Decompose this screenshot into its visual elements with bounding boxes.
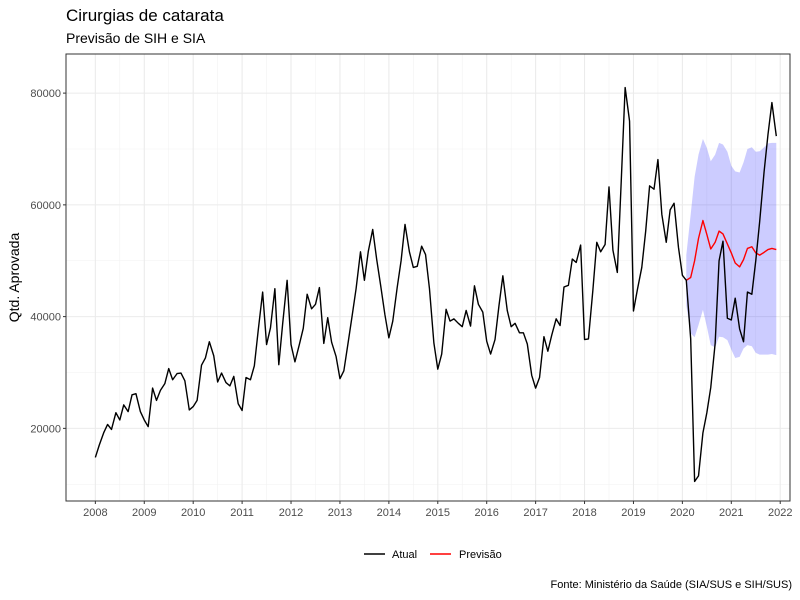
y-axis-ticks: 20000 40000 60000 80000 [30, 88, 66, 435]
series-line-atual [94, 86, 777, 483]
x-tick-label: 2010 [181, 507, 205, 519]
series-lines [94, 86, 777, 483]
y-tick-label: 20000 [30, 423, 61, 435]
x-tick-label: 2012 [279, 507, 303, 519]
legend-label-previsao: Previsão [459, 549, 502, 561]
chart-subtitle: Previsão de SIH e SIA [66, 30, 206, 46]
x-tick-label: 2022 [768, 507, 792, 519]
x-tick-label: 2008 [83, 507, 107, 519]
x-tick-label: 2021 [719, 507, 743, 519]
chart-title: Cirurgias de catarata [66, 6, 224, 25]
plot-area [65, 53, 791, 502]
x-tick-label: 2017 [523, 507, 547, 519]
x-tick-label: 2014 [377, 507, 401, 519]
caption: Fonte: Ministério da Saúde (SIA/SUS e SI… [551, 579, 793, 591]
y-tick-label: 60000 [30, 200, 61, 212]
legend-label-atual: Atual [392, 549, 417, 561]
y-tick-label: 80000 [30, 88, 61, 100]
x-tick-label: 2019 [621, 507, 645, 519]
x-tick-label: 2011 [230, 507, 254, 519]
x-tick-label: 2018 [572, 507, 596, 519]
forecast-interval-area [686, 138, 777, 358]
x-tick-label: 2015 [426, 507, 450, 519]
x-tick-label: 2009 [132, 507, 156, 519]
x-tick-label: 2013 [328, 507, 352, 519]
series-line-previsao [685, 219, 777, 281]
forecast-interval-band [686, 138, 777, 358]
x-axis-ticks: 2008 2009 2010 2011 2012 2013 2014 2015 2016 2017… [83, 501, 792, 519]
plot-border [65, 53, 791, 502]
y-axis-label: Qtd. Aprovada [6, 233, 22, 323]
x-tick-label: 2016 [474, 507, 498, 519]
y-tick-label: 40000 [30, 312, 61, 324]
x-tick-label: 2020 [670, 507, 694, 519]
legend: Atual Previsão [364, 549, 502, 561]
